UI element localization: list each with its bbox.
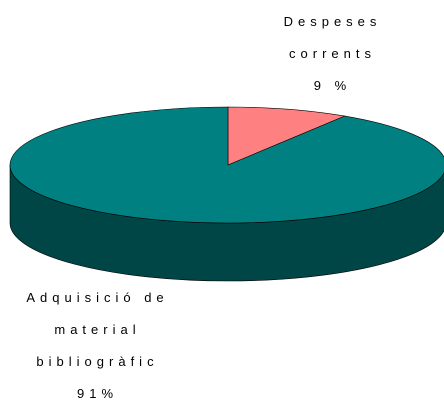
- slice-label: Adquisició de material bibliogràfic 91%: [15, 282, 180, 403]
- value-label: 9 %: [313, 78, 352, 93]
- pie-slice: [227, 106, 346, 166]
- category-label: Adquisició de material bibliogràfic: [26, 290, 169, 369]
- pie-slice: [9, 106, 444, 224]
- slice-label: Despeses corrents 9 %: [265, 6, 400, 102]
- category-label: Despeses corrents: [283, 14, 382, 61]
- value-label: 91%: [76, 386, 119, 401]
